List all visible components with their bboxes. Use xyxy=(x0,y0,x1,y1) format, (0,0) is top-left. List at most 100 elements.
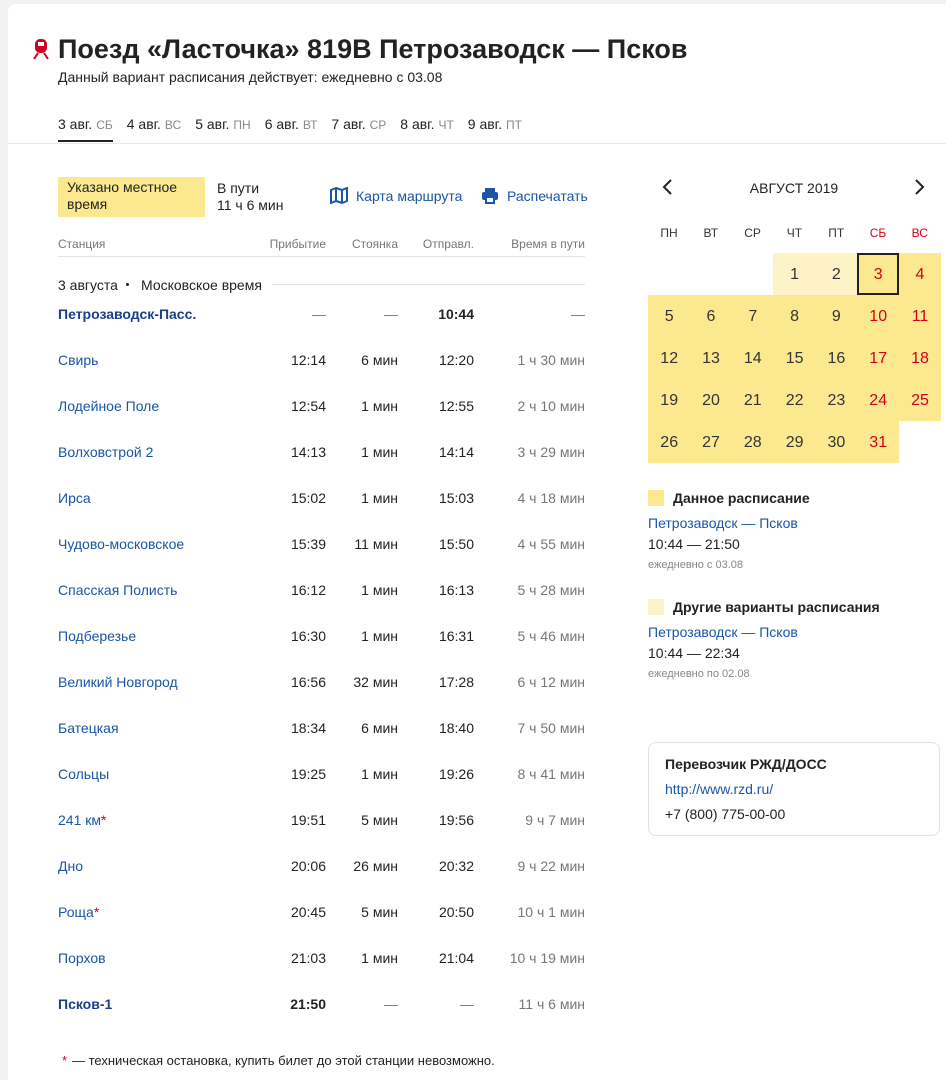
calendar-day[interactable]: 8 xyxy=(773,295,816,337)
station-mark: * xyxy=(93,904,100,920)
calendar-day[interactable]: 25 xyxy=(898,379,942,421)
calendar-day[interactable]: 6 xyxy=(689,295,733,337)
calendar-day[interactable]: 31 xyxy=(857,421,900,463)
cell-travel: 1 ч 30 мин xyxy=(517,352,586,368)
calendar-day[interactable]: 21 xyxy=(731,379,774,421)
tab[interactable]: 8 авг. ЧТ xyxy=(400,116,454,142)
cell-travel: 4 ч 55 мин xyxy=(517,536,586,552)
calendar-day[interactable]: 29 xyxy=(773,421,816,463)
cell-arr: 18:34 xyxy=(290,720,326,736)
legend-note: ежедневно по 02.08 xyxy=(648,668,750,680)
legend-label: Данное расписание xyxy=(673,490,810,506)
column-header: Время в пути xyxy=(511,237,585,251)
station-row: 241 км* xyxy=(58,812,106,828)
map-link[interactable]: Карта маршрута xyxy=(356,188,463,204)
tab-date: 5 авг. xyxy=(195,116,230,132)
carrier-phone: +7 (800) 775-00-00 xyxy=(665,806,786,822)
calendar-day[interactable]: 18 xyxy=(898,337,942,379)
station-name[interactable]: Сольцы xyxy=(58,766,110,782)
cell-stop: — xyxy=(384,996,398,1012)
cell-travel: 7 ч 50 мин xyxy=(517,720,586,736)
calendar-day[interactable]: 30 xyxy=(815,421,858,463)
notice: Указано местное время xyxy=(58,177,205,217)
tab-day: ПН xyxy=(233,118,251,132)
calendar-day[interactable]: 17 xyxy=(857,337,900,379)
cell-dep: 17:28 xyxy=(438,674,474,690)
calendar-day[interactable]: 23 xyxy=(815,379,858,421)
day-number: 2 xyxy=(831,266,841,283)
cell-stop: 6 мин xyxy=(361,720,398,736)
station-name[interactable]: Ирса xyxy=(58,490,91,506)
calendar-day[interactable]: 24 xyxy=(857,379,900,421)
travel-value: 11 ч 6 мин xyxy=(217,197,284,213)
station-row: Спасская Полисть xyxy=(58,582,177,598)
calendar-day[interactable]: 19 xyxy=(648,379,691,421)
calendar-day[interactable]: 9 xyxy=(815,295,858,337)
calendar-day[interactable]: 2 xyxy=(815,253,858,295)
cell-stop: 1 мин xyxy=(361,444,398,460)
calendar-day[interactable]: 1 xyxy=(773,253,816,295)
station-name[interactable]: Спасская Полисть xyxy=(58,582,178,598)
tab[interactable]: 9 авг. ПТ xyxy=(468,116,522,142)
prev-month[interactable] xyxy=(661,178,675,196)
station-name[interactable]: Свирь xyxy=(58,352,99,368)
calendar-day[interactable]: 7 xyxy=(731,295,774,337)
calendar-day[interactable]: 13 xyxy=(689,337,733,379)
calendar-day[interactable]: 11 xyxy=(898,295,942,337)
station-row: Порхов xyxy=(58,950,106,966)
tab[interactable]: 6 авг. ВТ xyxy=(265,116,318,142)
station-name[interactable]: Великий Новгород xyxy=(58,674,178,690)
cell-dep: 10:44 xyxy=(438,306,474,322)
calendar-day[interactable]: 3 xyxy=(857,253,900,295)
weekday: ПТ xyxy=(828,226,845,240)
weekday: ВС xyxy=(911,226,928,240)
calendar-day[interactable]: 14 xyxy=(731,337,774,379)
calendar-day[interactable]: 22 xyxy=(773,379,816,421)
tab[interactable]: 7 авг. СР xyxy=(331,116,386,142)
day-number: 9 xyxy=(831,308,841,325)
carrier-link[interactable]: http://www.rzd.ru/ xyxy=(665,781,774,797)
station-name[interactable]: Псков-1 xyxy=(58,996,113,1012)
station-name[interactable]: Роща xyxy=(58,904,94,920)
calendar-day[interactable]: 27 xyxy=(689,421,733,463)
next-month[interactable] xyxy=(912,178,926,196)
legend-route[interactable]: Петрозаводск — Псков xyxy=(648,515,798,531)
tab[interactable]: 3 авг. СБ xyxy=(58,116,113,142)
calendar-day[interactable]: 16 xyxy=(815,337,858,379)
station-name[interactable]: Батецкая xyxy=(58,720,119,736)
day-number: 4 xyxy=(915,266,925,283)
calendar-day[interactable]: 12 xyxy=(648,337,691,379)
tab[interactable]: 4 авг. ВС xyxy=(127,116,181,142)
day-number: 20 xyxy=(702,392,720,409)
legend-route[interactable]: Петрозаводск — Псков xyxy=(648,624,798,640)
tab[interactable]: 5 авг. ПН xyxy=(195,116,250,142)
station-name[interactable]: Порхов xyxy=(58,950,106,966)
station-row: Роща* xyxy=(58,904,99,920)
cell-travel: 4 ч 18 мин xyxy=(517,490,586,506)
day-number: 16 xyxy=(827,350,846,367)
station-name[interactable]: Петрозаводск-Пасс. xyxy=(58,306,197,322)
cell-arr: 21:03 xyxy=(290,950,326,966)
calendar-month: АВГУСТ 2019 xyxy=(749,180,839,196)
station-name[interactable]: Лодейное Поле xyxy=(58,398,160,414)
cell-travel: 3 ч 29 мин xyxy=(517,444,586,460)
station-name[interactable]: Дно xyxy=(58,858,83,874)
calendar-day[interactable]: 15 xyxy=(773,337,816,379)
calendar-day[interactable]: 26 xyxy=(648,421,691,463)
cell-dep: 19:26 xyxy=(438,766,474,782)
cell-dep: 12:20 xyxy=(438,352,474,368)
day-number: 7 xyxy=(748,308,758,325)
tab-day: СР xyxy=(369,118,387,132)
calendar-day[interactable]: 10 xyxy=(857,295,900,337)
calendar-day[interactable]: 5 xyxy=(648,295,691,337)
station-name[interactable]: 241 км xyxy=(58,812,101,828)
cell-arr: 16:12 xyxy=(290,582,326,598)
calendar-day[interactable]: 4 xyxy=(898,253,942,295)
calendar-day[interactable]: 20 xyxy=(689,379,733,421)
station-name[interactable]: Волховстрой 2 xyxy=(58,444,154,460)
print-link[interactable]: Распечатать xyxy=(507,188,588,204)
cell-travel: 2 ч 10 мин xyxy=(517,398,586,414)
calendar-day[interactable]: 28 xyxy=(731,421,774,463)
station-name[interactable]: Чудово-московское xyxy=(58,536,185,552)
station-name[interactable]: Подберезье xyxy=(58,628,137,644)
